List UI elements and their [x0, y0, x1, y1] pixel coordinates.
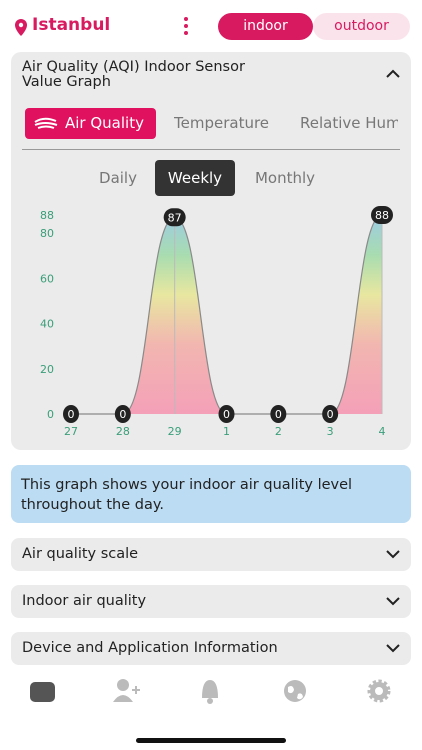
mode-toggle[interactable]: outdoor: [313, 13, 410, 40]
y-tick-label: 80: [40, 227, 54, 240]
location-name[interactable]: Istanbul: [32, 15, 111, 35]
location-pin[interactable]: [15, 19, 27, 36]
y-tick-label: 20: [40, 363, 54, 376]
point: 0: [218, 405, 235, 423]
y-tick-label: 40: [40, 318, 54, 331]
point: 0: [63, 405, 79, 423]
nav-and-chevrons: [30, 550, 400, 743]
pin-dot: [18, 22, 24, 28]
nav-add-user[interactable]: [113, 679, 140, 702]
point-badge: [371, 206, 393, 224]
period-button[interactable]: Monthly: [254, 169, 316, 187]
card-title: Air Quality (AQI) Indoor Sensor Value Gr…: [22, 60, 245, 90]
menu-dots[interactable]: [184, 17, 188, 35]
period-button[interactable]: Daily: [99, 169, 137, 187]
home-indicator: [136, 738, 286, 743]
y-tick-label: 0: [47, 408, 54, 421]
x-tick-label: 4: [379, 425, 386, 438]
point: 0: [114, 405, 131, 423]
nav-home[interactable]: [30, 682, 55, 702]
point-label: 0: [275, 408, 282, 421]
line: [71, 214, 383, 415]
nav-settings[interactable]: [367, 679, 391, 703]
tab[interactable]: Temperature: [174, 114, 270, 132]
point-badge: [114, 405, 131, 423]
point: 0: [270, 405, 287, 423]
x-tick-label: 3: [327, 425, 334, 438]
point-badge: [322, 405, 339, 423]
period-button[interactable]: Weekly: [155, 160, 235, 196]
point-label: 0: [119, 408, 126, 421]
expand-chevrons[interactable]: [386, 550, 400, 653]
point-label: 88: [375, 209, 389, 222]
point: 87: [163, 208, 186, 227]
point-label: 0: [68, 408, 75, 421]
accordion[interactable]: Device and Application Information: [11, 632, 411, 665]
point-label: 0: [223, 408, 230, 421]
point: 88: [371, 206, 393, 224]
x-tick-label: 2: [275, 425, 282, 438]
info-box: This graph shows your indoor air quality…: [11, 465, 411, 523]
x-tick-label: 28: [116, 425, 130, 438]
nav-bell[interactable]: [202, 680, 218, 704]
title-line: Air Quality (AQI) Indoor Sensor: [22, 59, 245, 75]
collapse-chevron[interactable]: [385, 68, 401, 80]
header-icons: [15, 17, 188, 36]
point-label: 87: [168, 211, 182, 224]
y-tick-label: 88: [40, 209, 54, 222]
tab[interactable]: Relative Hum: [300, 114, 398, 132]
air-icon: [34, 117, 58, 129]
area: [71, 215, 382, 414]
point-badge: [218, 405, 235, 423]
tab-divider: [22, 149, 400, 150]
nav-globe[interactable]: [284, 680, 306, 702]
accordion[interactable]: Air quality scale: [11, 538, 411, 571]
title-line: Value Graph: [22, 74, 111, 90]
mode-toggle[interactable]: indoor: [218, 13, 313, 40]
accordion[interactable]: Indoor air quality: [11, 585, 411, 618]
point: 0: [322, 405, 339, 423]
y-tick-label: 60: [40, 272, 54, 285]
x-tick-label: 27: [64, 425, 78, 438]
x-tick-label: 1: [223, 425, 230, 438]
point-label: 0: [327, 408, 334, 421]
point-badge: [270, 405, 287, 423]
x-tick-label: 29: [168, 425, 182, 438]
point-badge: [163, 208, 186, 227]
point-badge: [63, 405, 79, 423]
